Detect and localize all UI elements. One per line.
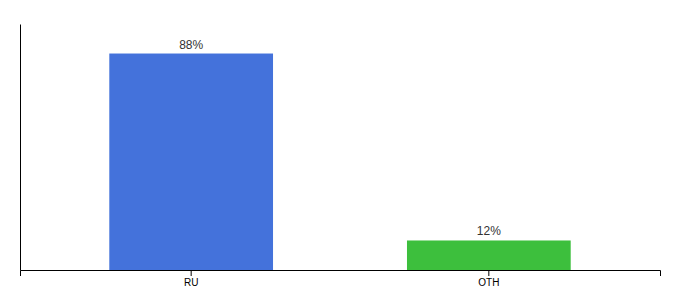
- data-label: 12%: [477, 224, 501, 238]
- x-axis: RU OTH: [21, 270, 661, 288]
- plot: RU OTH 88% 12%: [21, 25, 661, 289]
- data-label: 88%: [179, 38, 203, 52]
- x-tick: RU: [184, 270, 198, 288]
- y-axis: [20, 25, 21, 271]
- bar: [407, 240, 571, 270]
- x-tick-label: OTH: [478, 277, 499, 288]
- y-axis-line: [20, 25, 21, 271]
- chart: RU OTH 88% 12%: [0, 0, 680, 300]
- bar: [109, 54, 273, 270]
- x-tick-label: RU: [184, 277, 198, 288]
- x-tick-mark: [488, 270, 489, 276]
- x-axis-line: [21, 271, 661, 277]
- bars: [109, 54, 570, 270]
- data-labels: 88% 12%: [179, 38, 501, 239]
- x-tick-mark: [191, 270, 192, 276]
- x-tick: OTH: [478, 270, 499, 288]
